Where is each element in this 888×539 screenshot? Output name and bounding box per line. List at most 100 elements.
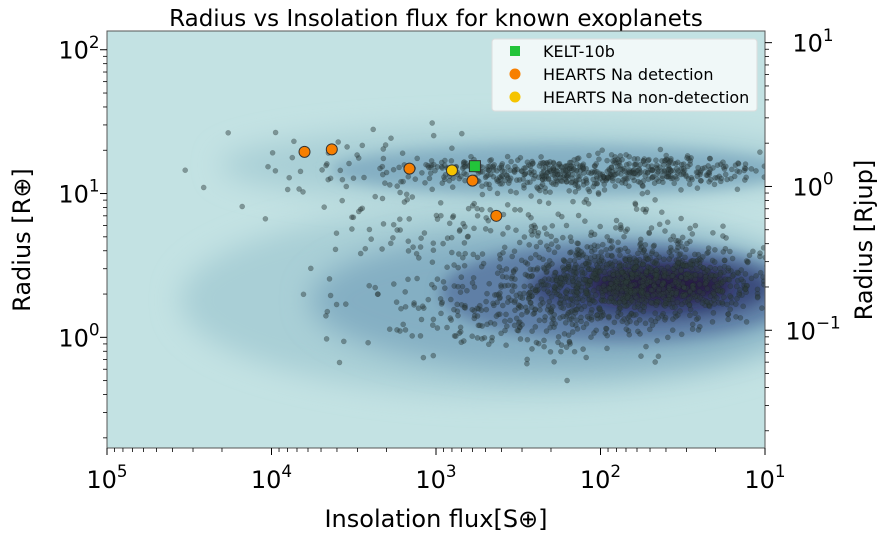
population-point (632, 293, 639, 300)
population-point (645, 163, 652, 170)
population-point (507, 175, 514, 181)
population-point (681, 293, 687, 300)
population-point (518, 304, 524, 310)
population-point (640, 281, 646, 287)
population-point (498, 164, 505, 171)
population-point (796, 265, 801, 270)
population-point (720, 278, 726, 285)
population-point (618, 226, 624, 233)
population-point (666, 285, 672, 292)
population-point (689, 321, 696, 328)
population-point (366, 282, 373, 289)
population-point (564, 162, 571, 169)
population-point (827, 284, 832, 289)
population-point (425, 162, 431, 169)
population-point (557, 284, 564, 290)
population-point (694, 173, 701, 180)
population-point (623, 228, 629, 235)
population-point (748, 275, 755, 282)
population-point (515, 305, 522, 311)
population-point (366, 226, 373, 233)
population-point (485, 341, 492, 348)
population-point (640, 275, 647, 282)
population-point (537, 187, 543, 194)
population-point (624, 292, 631, 299)
population-point (586, 300, 593, 307)
population-point (643, 252, 649, 259)
population-point (577, 167, 584, 174)
population-point (556, 160, 563, 167)
population-point (571, 307, 578, 314)
population-point (469, 306, 476, 313)
population-point (585, 291, 591, 298)
population-point (321, 204, 328, 210)
population-point (714, 295, 720, 301)
population-point (586, 277, 593, 284)
population-point (529, 161, 536, 167)
population-point (599, 285, 605, 291)
population-point (479, 251, 486, 257)
population-point (645, 176, 652, 182)
population-point (674, 299, 681, 306)
population-point (545, 282, 552, 289)
population-point (476, 302, 483, 309)
population-point (687, 158, 694, 164)
population-point (553, 168, 560, 174)
population-point (546, 166, 553, 172)
population-point (575, 173, 581, 179)
population-point (499, 167, 506, 174)
population-point (495, 311, 501, 318)
population-point (723, 235, 729, 241)
population-point (725, 265, 732, 271)
population-point (622, 294, 629, 300)
population-point (495, 292, 502, 298)
population-point (527, 299, 534, 306)
population-point (690, 257, 697, 264)
population-point (676, 256, 682, 263)
population-point (593, 173, 600, 180)
population-point (506, 177, 513, 184)
population-point (594, 266, 600, 273)
population-point (631, 255, 638, 262)
population-point (698, 257, 704, 264)
population-point (757, 269, 764, 276)
population-point (561, 272, 567, 278)
population-point (580, 166, 587, 172)
population-point (582, 293, 588, 299)
population-point (599, 298, 605, 304)
population-point (588, 170, 594, 177)
population-point (575, 212, 582, 219)
population-point (682, 262, 688, 269)
population-point (653, 162, 660, 168)
population-point (585, 259, 591, 265)
tick-label: 105 (86, 461, 127, 494)
population-point (518, 168, 525, 174)
population-point (583, 354, 590, 361)
population-point (678, 171, 684, 178)
population-point (558, 282, 565, 289)
population-point (664, 264, 671, 271)
population-point (524, 360, 530, 367)
population-point (503, 172, 510, 178)
population-point (639, 297, 645, 303)
population-point (482, 174, 489, 181)
population-point (578, 266, 585, 273)
population-point (265, 163, 271, 170)
population-point (511, 248, 518, 254)
population-point (710, 165, 716, 171)
population-point (572, 309, 579, 316)
population-point (562, 274, 569, 281)
population-point (578, 284, 585, 290)
population-point (594, 315, 601, 322)
population-point (648, 265, 654, 271)
population-point (665, 288, 672, 295)
population-point (694, 185, 701, 191)
population-point (528, 223, 535, 230)
population-point (728, 294, 734, 301)
population-point (743, 174, 750, 181)
population-point (754, 286, 761, 293)
population-point (625, 327, 632, 334)
population-point (638, 284, 644, 291)
population-point (629, 274, 636, 281)
population-point (522, 164, 529, 171)
